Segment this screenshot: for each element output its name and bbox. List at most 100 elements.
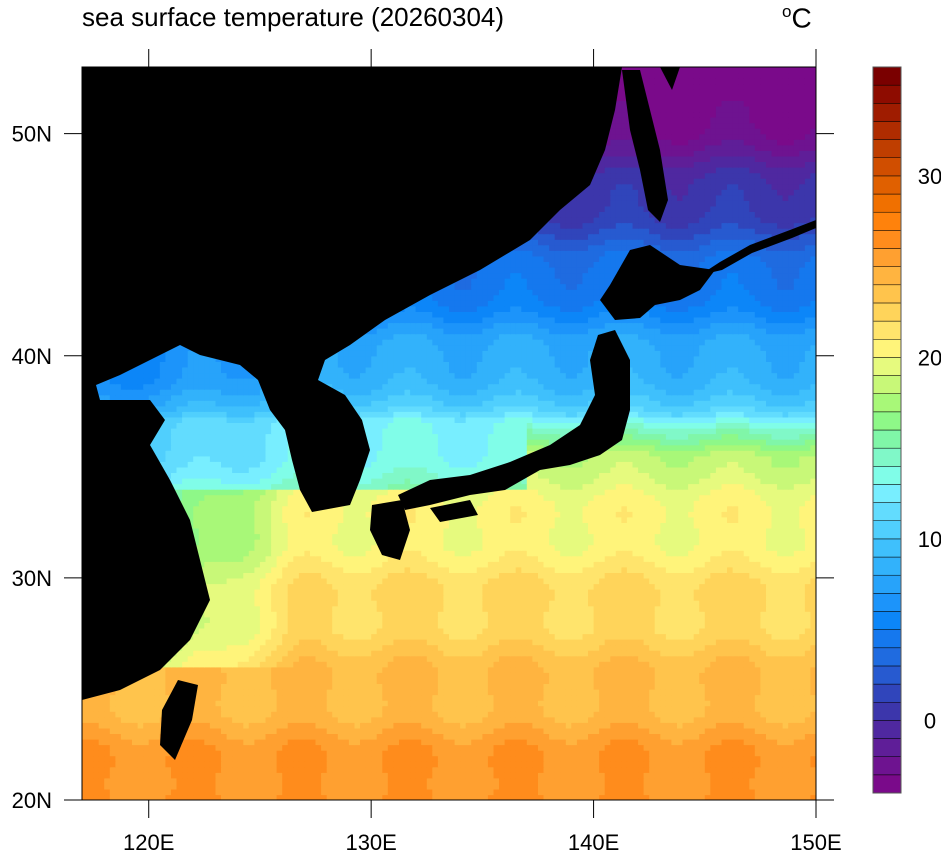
sst-cell (232, 750, 239, 757)
sst-cell (171, 683, 178, 690)
sst-cell (499, 633, 506, 640)
sst-cell (449, 766, 456, 773)
sst-cell (604, 755, 611, 762)
sst-cell (715, 722, 723, 729)
sst-cell (382, 633, 389, 640)
sst-cell (326, 644, 333, 651)
sst-cell (471, 733, 478, 740)
sst-cell (382, 727, 389, 734)
sst-cell (565, 666, 572, 673)
sst-cell (248, 627, 255, 635)
sst-cell (226, 688, 233, 696)
sst-cell (243, 700, 250, 707)
sst-cell (560, 744, 567, 751)
sst-cell (660, 616, 667, 623)
sst-cell (476, 794, 483, 800)
sst-cell (371, 616, 378, 623)
sst-cell (510, 605, 517, 612)
sst-cell (421, 755, 428, 762)
sst-cell (482, 644, 489, 651)
sst-cell (538, 766, 545, 773)
sst-cell (460, 794, 467, 800)
sst-cell (259, 716, 267, 723)
sst-cell (365, 605, 372, 612)
sst-cell (393, 644, 400, 651)
sst-cell (276, 605, 283, 612)
sst-cell (549, 716, 556, 723)
sst-cell (454, 783, 461, 790)
sst-cell (393, 777, 400, 784)
sst-cell (638, 705, 645, 712)
sst-cell (538, 700, 545, 707)
sst-cell (465, 672, 472, 679)
sst-cell (682, 766, 689, 773)
sst-cell (643, 677, 650, 684)
sst-cell (187, 666, 194, 673)
sst-cell (171, 672, 178, 679)
sst-cell (615, 716, 622, 723)
sst-cell (482, 639, 489, 646)
sst-cell (209, 650, 217, 657)
sst-cell (665, 772, 673, 779)
sst-cell (348, 755, 356, 762)
sst-cell (237, 589, 244, 596)
sst-cell (543, 727, 550, 734)
sst-cell (471, 688, 478, 696)
sst-cell (432, 589, 439, 596)
sst-cell (187, 766, 194, 773)
sst-cell (393, 716, 400, 723)
sst-cell (543, 594, 550, 601)
sst-cell (532, 688, 539, 696)
sst-cell (137, 750, 144, 757)
sst-cell (749, 677, 756, 684)
sst-cell (604, 783, 611, 790)
sst-cell (187, 733, 194, 740)
sst-cell (721, 594, 728, 601)
sst-cell (321, 655, 328, 662)
sst-cell (348, 683, 356, 690)
sst-cell (543, 738, 550, 746)
sst-cell (793, 783, 800, 790)
sst-cell (754, 622, 761, 629)
sst-cell (471, 772, 478, 779)
sst-cell (126, 772, 133, 779)
sst-cell (560, 633, 567, 640)
sst-cell (621, 783, 628, 790)
sst-cell (649, 677, 656, 684)
sst-cell (521, 633, 528, 640)
sst-cell (354, 594, 361, 601)
sst-cell (543, 650, 550, 657)
sst-cell (287, 594, 294, 601)
sst-cell (437, 777, 445, 784)
sst-cell (604, 605, 611, 612)
sst-cell (582, 788, 589, 796)
sst-cell (693, 672, 700, 679)
sst-cell (749, 622, 756, 629)
sst-cell (221, 594, 228, 601)
sst-cell (754, 644, 761, 651)
sst-cell (410, 700, 417, 707)
sst-cell (365, 700, 372, 707)
sst-cell (760, 738, 767, 746)
sst-cell (588, 594, 595, 601)
sst-cell (782, 750, 789, 757)
sst-cell (682, 744, 689, 751)
sst-cell (782, 683, 789, 690)
sst-cell (693, 705, 700, 712)
sst-cell (454, 716, 461, 723)
sst-cell (549, 794, 556, 800)
sst-cell (549, 683, 556, 690)
sst-cell (437, 622, 445, 629)
sst-cell (499, 694, 506, 701)
sst-cell (265, 700, 272, 707)
sst-cell (209, 766, 217, 773)
sst-cell (326, 738, 333, 746)
sst-cell (654, 777, 661, 784)
sst-cell (588, 605, 595, 612)
sst-cell (593, 772, 600, 779)
sst-cell (565, 794, 572, 800)
sst-cell (460, 766, 467, 773)
sst-cell (549, 666, 556, 673)
sst-cell (259, 677, 267, 684)
sst-cell (332, 727, 339, 734)
